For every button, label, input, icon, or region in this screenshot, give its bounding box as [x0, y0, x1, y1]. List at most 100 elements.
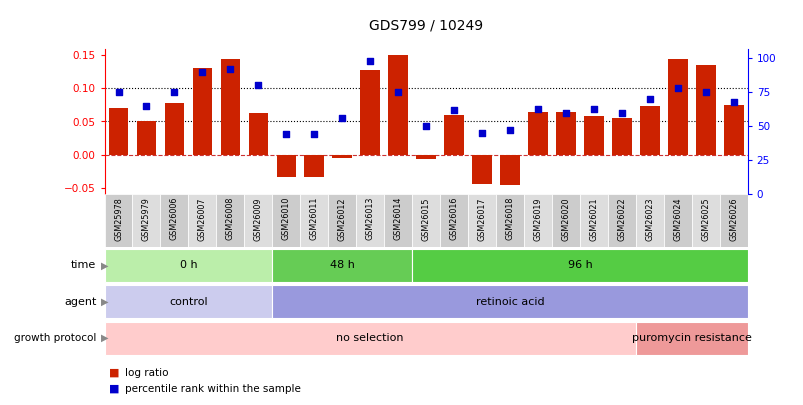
- Text: ■: ■: [108, 384, 119, 394]
- Point: [251, 82, 264, 89]
- Point: [308, 131, 320, 138]
- Point: [727, 98, 740, 105]
- Bar: [695, 65, 715, 155]
- Text: no selection: no selection: [336, 333, 403, 343]
- Text: GSM26013: GSM26013: [365, 197, 374, 241]
- Bar: [161, 194, 188, 247]
- Point: [559, 109, 572, 116]
- Bar: [691, 194, 719, 247]
- Text: GSM26024: GSM26024: [672, 197, 682, 241]
- Bar: [220, 59, 240, 155]
- Point: [224, 66, 237, 72]
- Bar: [360, 70, 380, 155]
- Point: [699, 89, 711, 96]
- Bar: [272, 249, 412, 282]
- Text: percentile rank within the sample: percentile rank within the sample: [124, 384, 300, 394]
- Bar: [104, 285, 272, 318]
- Text: time: time: [71, 260, 96, 270]
- Text: log ratio: log ratio: [124, 368, 168, 377]
- Bar: [104, 194, 132, 247]
- Bar: [332, 155, 352, 158]
- Bar: [439, 194, 467, 247]
- Text: GSM26007: GSM26007: [198, 197, 206, 241]
- Text: control: control: [169, 297, 207, 307]
- Text: GSM26019: GSM26019: [533, 197, 542, 241]
- Text: GSM26016: GSM26016: [449, 197, 458, 241]
- Bar: [552, 194, 579, 247]
- Point: [391, 89, 404, 96]
- Bar: [384, 194, 412, 247]
- Point: [112, 89, 124, 96]
- Text: GSM26009: GSM26009: [254, 197, 263, 241]
- Bar: [412, 249, 747, 282]
- Bar: [499, 155, 520, 185]
- Text: GSM26010: GSM26010: [281, 197, 291, 241]
- Text: 96 h: 96 h: [567, 260, 592, 270]
- Bar: [328, 194, 356, 247]
- Text: agent: agent: [64, 297, 96, 307]
- Text: retinoic acid: retinoic acid: [475, 297, 544, 307]
- Point: [140, 102, 153, 109]
- Bar: [356, 194, 384, 247]
- Bar: [104, 249, 272, 282]
- Point: [642, 96, 655, 102]
- Point: [447, 107, 460, 113]
- Text: ▶: ▶: [101, 297, 108, 307]
- Bar: [193, 68, 212, 155]
- Bar: [104, 322, 635, 355]
- Point: [475, 130, 488, 136]
- Text: 0 h: 0 h: [179, 260, 197, 270]
- Point: [419, 123, 432, 130]
- Point: [168, 89, 181, 96]
- Bar: [719, 194, 747, 247]
- Bar: [663, 194, 691, 247]
- Text: GSM25978: GSM25978: [114, 197, 123, 241]
- Text: ▶: ▶: [101, 333, 108, 343]
- Bar: [635, 194, 663, 247]
- Bar: [524, 194, 552, 247]
- Bar: [584, 116, 603, 155]
- Bar: [412, 194, 439, 247]
- Text: ▶: ▶: [101, 260, 108, 270]
- Bar: [244, 194, 272, 247]
- Bar: [248, 113, 267, 155]
- Point: [503, 127, 516, 134]
- Bar: [108, 108, 128, 155]
- Bar: [611, 118, 631, 155]
- Bar: [639, 106, 658, 155]
- Bar: [216, 194, 244, 247]
- Bar: [416, 155, 435, 159]
- Point: [587, 105, 600, 112]
- Point: [279, 131, 292, 138]
- Bar: [471, 155, 491, 184]
- Bar: [444, 115, 463, 155]
- Bar: [188, 194, 216, 247]
- Bar: [635, 322, 747, 355]
- Bar: [276, 155, 296, 177]
- Text: puromycin resistance: puromycin resistance: [631, 333, 751, 343]
- Bar: [137, 122, 156, 155]
- Text: GSM26011: GSM26011: [309, 197, 318, 241]
- Text: GSM26017: GSM26017: [477, 197, 486, 241]
- Point: [196, 68, 209, 75]
- Bar: [556, 111, 575, 155]
- Bar: [304, 155, 324, 177]
- Text: GSM26025: GSM26025: [700, 197, 709, 241]
- Text: GSM26012: GSM26012: [337, 197, 346, 241]
- Bar: [528, 111, 547, 155]
- Point: [363, 58, 376, 64]
- Bar: [607, 194, 635, 247]
- Text: GSM26020: GSM26020: [560, 197, 570, 241]
- Text: GDS799 / 10249: GDS799 / 10249: [369, 18, 483, 32]
- Text: GSM26015: GSM26015: [421, 197, 430, 241]
- Bar: [272, 194, 300, 247]
- Bar: [272, 285, 747, 318]
- Text: growth protocol: growth protocol: [14, 333, 96, 343]
- Point: [336, 115, 349, 122]
- Bar: [300, 194, 328, 247]
- Point: [614, 109, 627, 116]
- Bar: [579, 194, 607, 247]
- Bar: [165, 103, 184, 155]
- Text: ■: ■: [108, 368, 119, 377]
- Text: GSM26006: GSM26006: [169, 197, 179, 241]
